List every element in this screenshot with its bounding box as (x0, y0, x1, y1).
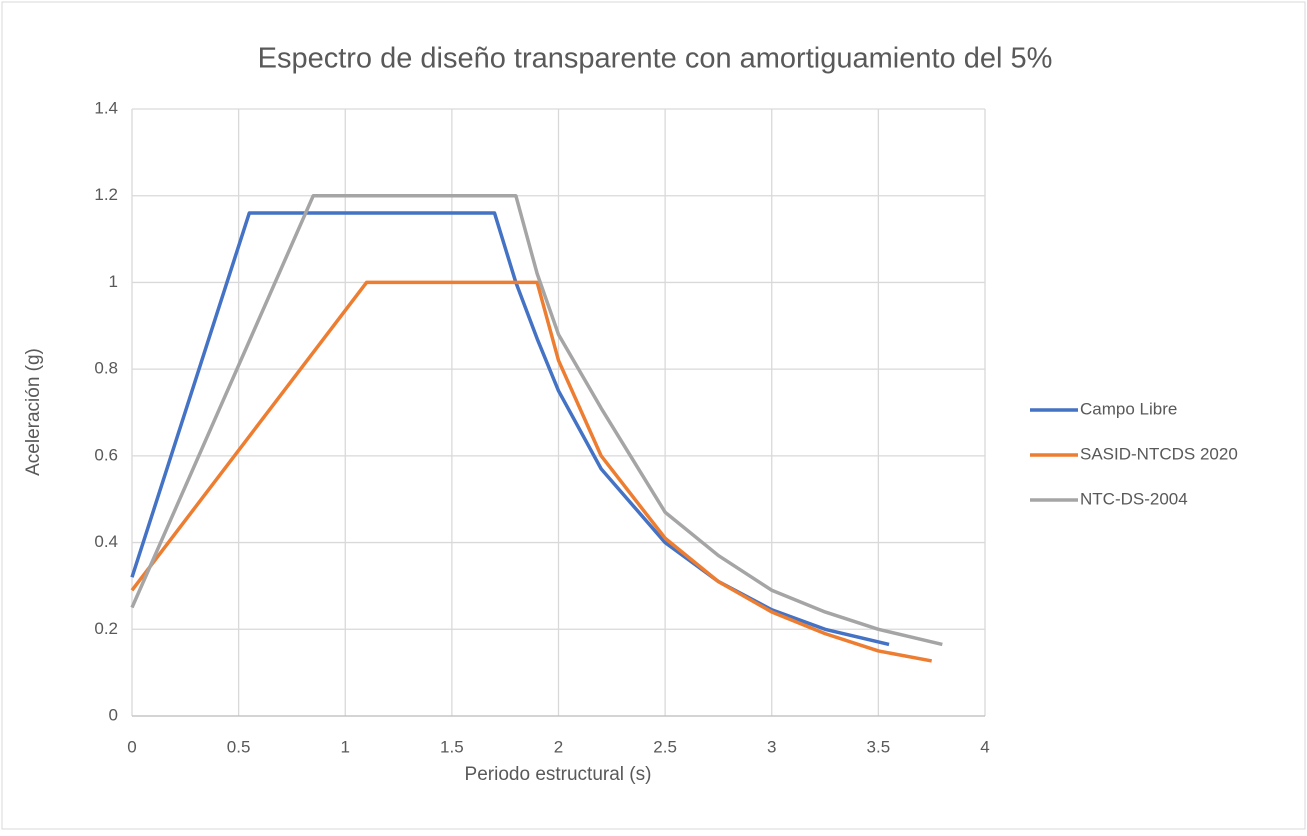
x-tick-label: 3 (767, 737, 776, 756)
y-tick-label: 0.4 (94, 532, 118, 551)
x-tick-label: 4 (980, 737, 989, 756)
y-tick-label: 1.4 (94, 98, 118, 117)
legend-label: NTC-DS-2004 (1080, 489, 1188, 508)
y-tick-label: 1.2 (94, 185, 118, 204)
x-tick-label: 2 (554, 737, 563, 756)
x-tick-label: 1 (341, 737, 350, 756)
chart-title: Espectro de diseño transparente con amor… (258, 43, 1053, 75)
x-axis-label: Periodo estructural (s) (465, 764, 652, 785)
x-tick-label: 0 (127, 737, 136, 756)
y-tick-label: 0.6 (94, 445, 118, 464)
y-tick-label: 0.2 (94, 619, 118, 638)
x-tick-label: 3.5 (867, 737, 891, 756)
y-tick-label: 1 (109, 272, 118, 291)
series-line (130, 211, 890, 647)
series-line (130, 280, 933, 663)
y-tick-label: 0 (109, 705, 118, 724)
x-tick-label: 0.5 (227, 737, 251, 756)
series-line (130, 193, 943, 647)
legend-label: Campo Libre (1080, 399, 1177, 418)
y-tick-label: 0.8 (94, 359, 118, 378)
x-tick-label: 1.5 (440, 737, 464, 756)
x-tick-label: 2.5 (653, 737, 677, 756)
y-axis-label: Aceleración (g) (23, 348, 44, 476)
legend-label: SASID-NTCDS 2020 (1080, 444, 1238, 463)
